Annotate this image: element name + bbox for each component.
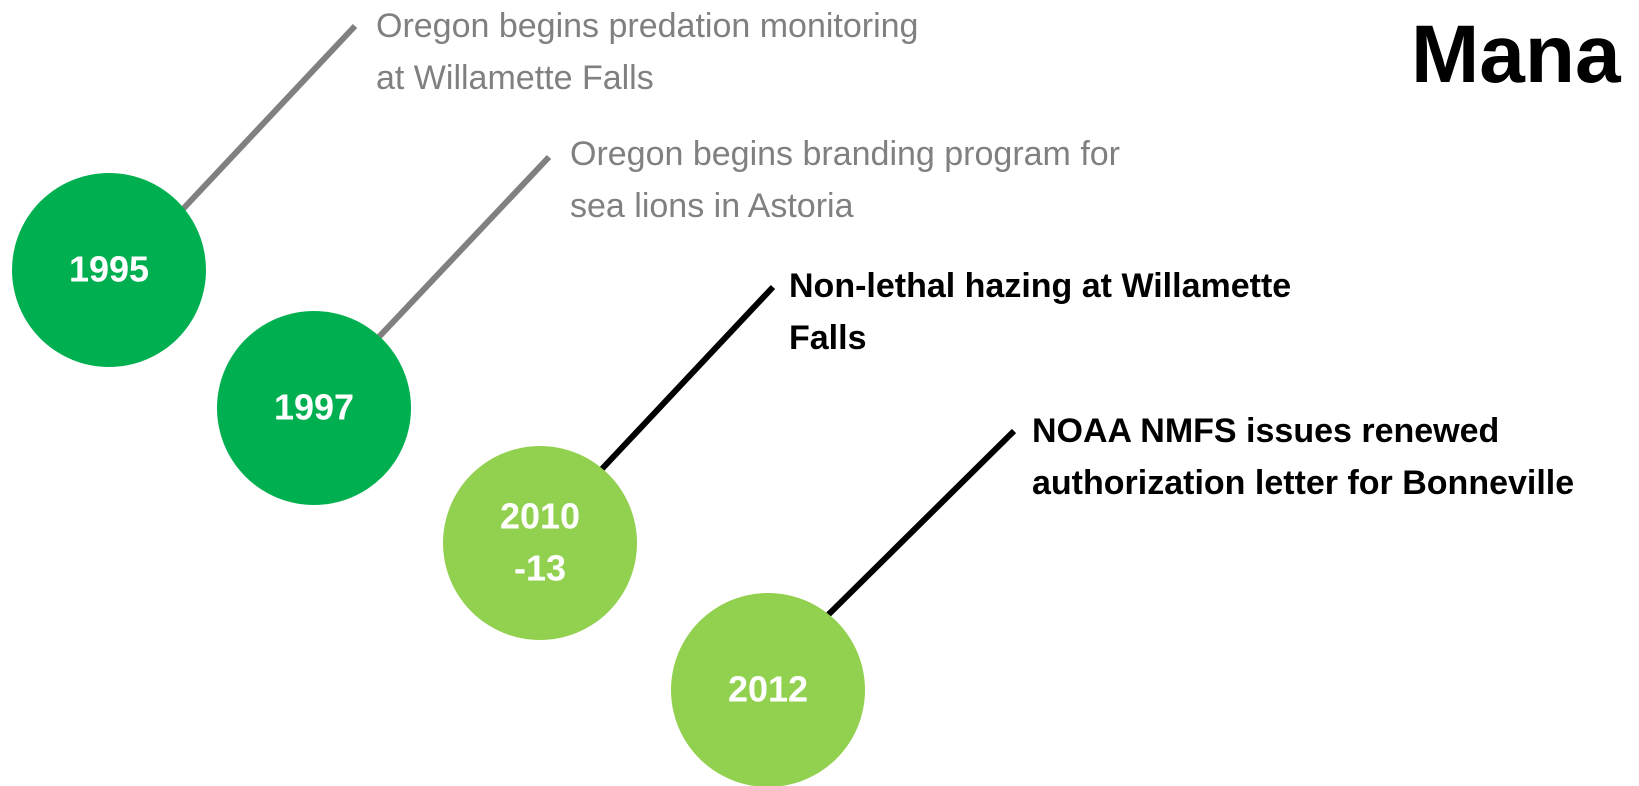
slide-title: Mana	[1411, 9, 1621, 100]
year-circle	[443, 446, 637, 640]
event-text: Non-lethal hazing at Willamette Falls	[789, 267, 1292, 357]
year-label: 1995	[69, 249, 149, 290]
connector	[180, 23, 358, 212]
year-label: 2010	[500, 496, 580, 537]
year-label: 2012	[728, 669, 808, 710]
connector	[373, 154, 552, 343]
connector	[598, 284, 776, 473]
year-label: -13	[514, 548, 566, 589]
year-circle	[671, 593, 865, 786]
year-circle	[217, 311, 411, 505]
event-text: Oregon begins branding program for sea l…	[570, 135, 1120, 225]
event-text: Oregon begins predation monitoring at Wi…	[376, 7, 919, 97]
year-label: 1997	[274, 387, 354, 428]
connector	[825, 428, 1017, 618]
year-circle	[12, 173, 206, 367]
event-text: NOAA NMFS issues renewed authorization l…	[1032, 412, 1575, 502]
